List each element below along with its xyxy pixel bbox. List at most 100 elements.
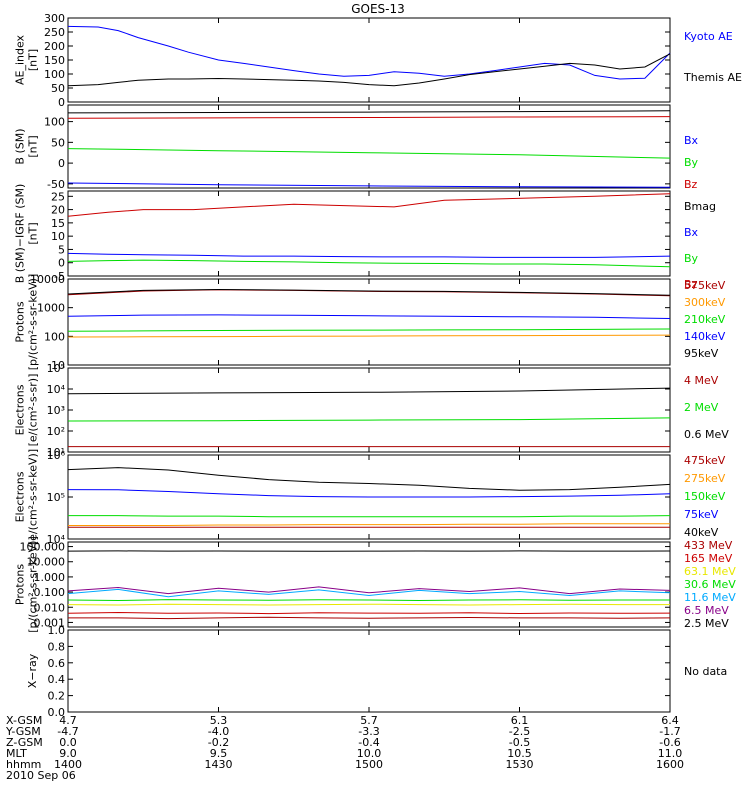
ae-tick-label: 200 (44, 40, 65, 53)
bigrf-tick-label: 15 (51, 217, 65, 230)
bsm-series-2 (68, 117, 670, 119)
bsm-series-1 (68, 149, 670, 159)
ae-series-0 (68, 26, 670, 79)
protons2-ylabel: Protons (14, 564, 27, 605)
protons1-frame (68, 279, 670, 365)
protons2-ylabel: [p/(cm²-s-sr-keV)] (27, 536, 40, 633)
electrons1-series-2 (68, 388, 670, 394)
electrons1-legend-2: 0.6 MeV (684, 428, 729, 441)
electrons1-tick-label: 10⁴ (47, 383, 66, 396)
protons2-frame (68, 542, 670, 627)
protons2-series-3 (68, 600, 670, 601)
electrons1-legend-0: 4 MeV (684, 374, 719, 387)
ae-tick-label: 300 (44, 12, 65, 25)
bigrf-ylabel: B (SM)−IGRF (SM) (14, 184, 27, 284)
bsm-series-3 (68, 111, 670, 113)
protons2-legend-3: 30.6 MeV (684, 578, 736, 591)
ae-frame (68, 18, 670, 102)
protons2-legend-0: 433 MeV (684, 539, 733, 552)
bsm-legend-1: By (684, 156, 699, 169)
chart-title: GOES-13 (351, 2, 405, 16)
electrons1-frame (68, 368, 670, 452)
electrons2-series-2 (68, 516, 670, 517)
protons1-series-3 (68, 315, 670, 319)
bsm-tick-label: 100 (44, 116, 65, 129)
bigrf-tick-label: 10 (51, 230, 65, 243)
electrons1-tick-label: 10³ (47, 404, 65, 417)
protons1-legend-3: 140keV (684, 330, 726, 343)
bsm-tick-label: 0 (58, 157, 65, 170)
electrons2-ylabel: Electrons (14, 471, 27, 522)
ae-ylabel: [nT] (27, 49, 40, 71)
xaxis-row-value: 1500 (355, 758, 383, 771)
electrons1-series-1 (68, 418, 670, 421)
protons1-legend-4: 95keV (684, 347, 719, 360)
electrons1-tick-label: 10² (47, 425, 65, 438)
protons1-series-2 (68, 329, 670, 331)
electrons1-ylabel: Electrons (14, 384, 27, 435)
bsm-legend-0: Bx (684, 134, 699, 147)
bsm-ylabel: [nT] (27, 135, 40, 157)
bsm-legend-2: Bz (684, 178, 698, 191)
protons2-legend-6: 2.5 MeV (684, 617, 729, 630)
protons1-series-4 (68, 290, 670, 296)
protons2-legend-4: 11.6 MeV (684, 591, 736, 604)
xray-tick-label: 0.8 (48, 640, 66, 653)
xaxis-row-value: 1530 (506, 758, 534, 771)
electrons2-legend-0: 475keV (684, 454, 726, 467)
xaxis-row-value: 1430 (205, 758, 233, 771)
bsm-ylabel: B (SM) (14, 128, 27, 164)
xray-frame (68, 630, 670, 712)
ae-ylabel: AE_index (14, 34, 27, 85)
protons2-legend-1: 165 MeV (684, 552, 733, 565)
electrons2-legend-4: 40keV (684, 526, 719, 539)
xray-annotation: No data (684, 665, 727, 678)
electrons2-legend-3: 75keV (684, 508, 719, 521)
protons2-legend-5: 6.5 MeV (684, 604, 729, 617)
protons1-tick-label: 1000 (37, 302, 65, 315)
protons1-legend-2: 210keV (684, 313, 726, 326)
electrons1-tick-label: 10⁵ (47, 362, 65, 375)
bsm-tick-label: -50 (47, 178, 65, 191)
xaxis-row-value: 1600 (656, 758, 684, 771)
bigrf-tick-label: 25 (51, 190, 65, 203)
protons2-series-0 (68, 617, 670, 618)
protons1-series-1 (68, 335, 670, 337)
electrons2-tick-label: 10⁵ (47, 491, 65, 504)
protons1-legend-0: 575keV (684, 279, 726, 292)
xray-tick-label: 0.2 (48, 690, 66, 703)
bigrf-series-2 (68, 194, 670, 217)
bigrf-tick-label: 5 (58, 243, 65, 256)
electrons1-legend-1: 2 MeV (684, 401, 719, 414)
protons1-tick-label: 100 (44, 330, 65, 343)
bsm-legend-3: Bmag (684, 200, 716, 213)
xray-tick-label: 0.6 (48, 657, 66, 670)
electrons2-series-1 (68, 524, 670, 526)
bigrf-series-0 (68, 253, 670, 257)
xray-tick-label: 0.4 (48, 673, 66, 686)
protons1-ylabel: Protons (14, 301, 27, 342)
electrons2-tick-label: 10⁶ (47, 449, 66, 462)
ae-tick-label: 150 (44, 54, 65, 67)
ae-tick-label: 250 (44, 26, 65, 39)
electrons2-legend-1: 275keV (684, 472, 726, 485)
ae-series-1 (68, 54, 670, 86)
protons2-series-2 (68, 604, 670, 605)
ae-legend-1: Themis AE (683, 71, 742, 84)
ae-tick-label: 100 (44, 68, 65, 81)
bigrf-series-1 (68, 260, 670, 267)
bigrf-legend-1: By (684, 252, 699, 265)
ae-tick-label: 50 (51, 82, 65, 95)
electrons2-ylabel: [e/(cm²-s-sr-keV)] (27, 449, 40, 545)
bigrf-ylabel: [nT] (27, 222, 40, 244)
electrons1-ylabel: [e/(cm²-s-sr)] (27, 374, 40, 447)
electrons2-legend-2: 150keV (684, 490, 726, 503)
protons2-legend-2: 63.1 MeV (684, 565, 736, 578)
ae-tick-label: 0 (58, 96, 65, 109)
bigrf-tick-label: 20 (51, 204, 65, 217)
bigrf-tick-label: 0 (58, 257, 65, 270)
protons2-series-1 (68, 613, 670, 614)
bsm-tick-label: 50 (51, 136, 65, 149)
